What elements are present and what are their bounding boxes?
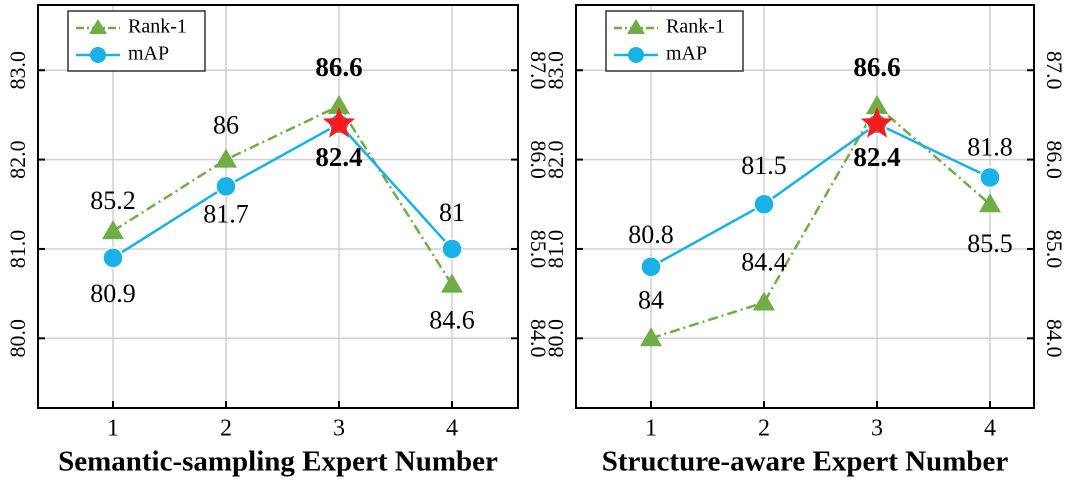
- circle-marker: [753, 193, 775, 216]
- y2-tick-label: 86.0: [526, 140, 551, 179]
- data-label: 86.6: [853, 52, 900, 82]
- series-line: [112, 122, 453, 259]
- y-tick-label: 82.0: [5, 140, 30, 179]
- triangle-marker: [328, 94, 350, 114]
- circle-marker: [102, 247, 124, 269]
- y-tick-label: 83.0: [543, 51, 568, 90]
- plot-frame: [37, 4, 519, 409]
- data-label: 86.6: [315, 52, 362, 82]
- data-label: 81: [439, 198, 465, 227]
- triangle-marker: [866, 94, 888, 114]
- x-tick-label: 2: [220, 416, 232, 442]
- legend-box: [605, 10, 744, 72]
- triangle-marker: [102, 220, 124, 240]
- y2-tick-label: 85.0: [526, 230, 551, 269]
- y-tick-label: 81.0: [543, 230, 568, 269]
- x-tick-label: 3: [871, 416, 883, 442]
- x-tick-label: 4: [446, 416, 458, 442]
- best-star: [322, 106, 356, 138]
- x-axis-label: Semantic-sampling Expert Number: [58, 446, 498, 478]
- best-star: [860, 106, 894, 138]
- data-label: 84: [638, 285, 664, 314]
- legend-label: mAP: [128, 43, 169, 65]
- legend-label: Rank-1: [128, 16, 187, 38]
- y-tick-label: 80.0: [543, 319, 568, 358]
- data-label: 82.4: [315, 142, 362, 172]
- triangle-marker: [979, 193, 1001, 213]
- plot-frame: [575, 4, 1035, 409]
- triangle-marker: [441, 273, 463, 293]
- y2-tick-label: 85.0: [1042, 230, 1067, 269]
- data-label: 82.4: [853, 142, 900, 172]
- series-line: [650, 122, 991, 268]
- triangle-marker: [215, 148, 237, 168]
- data-label: 85.2: [90, 186, 136, 215]
- legend-marker: [90, 47, 106, 63]
- data-label: 85.5: [967, 229, 1013, 258]
- chart-panel: 80.0 81.0 82.0 83.0 84.0 85.0 86.0 87.0 1 2 3 4 Stru…: [543, 4, 1067, 478]
- legend-label: Rank-1: [666, 16, 725, 38]
- series-line: [112, 104, 454, 286]
- legend-marker: [89, 19, 107, 34]
- legend-marker: [627, 19, 645, 34]
- x-tick-label: 2: [758, 416, 770, 442]
- y2-tick-label: 84.0: [1042, 319, 1067, 358]
- y-tick-label: 82.0: [543, 140, 568, 179]
- data-label: 84.6: [429, 306, 475, 335]
- data-label: 81.5: [741, 151, 787, 180]
- circle-marker: [640, 256, 662, 278]
- y-tick-label: 83.0: [5, 51, 30, 90]
- y2-tick-label: 87.0: [526, 51, 551, 90]
- series-line: [650, 104, 991, 340]
- y2-tick-label: 84.0: [526, 319, 551, 358]
- y-tick-label: 80.0: [5, 319, 30, 358]
- circle-marker: [215, 175, 237, 198]
- x-tick-label: 1: [645, 416, 657, 442]
- legend-marker: [628, 47, 644, 63]
- x-axis-label: Structure-aware Expert Number: [602, 446, 1009, 478]
- y-tick-label: 81.0: [5, 230, 30, 269]
- chart-panel: 80.0 81.0 82.0 83.0 84.0 85.0 86.0 87.0 1 2 3 4 Sema…: [5, 4, 551, 478]
- x-tick-label: 4: [984, 416, 996, 442]
- legend-box: [67, 10, 206, 72]
- x-tick-label: 1: [107, 416, 119, 442]
- data-label: 81.8: [967, 132, 1013, 161]
- triangle-marker: [640, 327, 662, 347]
- circle-marker: [979, 166, 1001, 189]
- y2-tick-label: 86.0: [1042, 140, 1067, 179]
- legend-label: mAP: [666, 43, 707, 65]
- data-label: 80.9: [90, 279, 136, 308]
- data-label: 80.8: [628, 220, 674, 249]
- triangle-marker: [753, 291, 775, 311]
- data-label: 81.7: [203, 199, 249, 228]
- data-label: 86: [213, 111, 239, 140]
- data-label: 84.4: [741, 248, 787, 277]
- y2-tick-label: 87.0: [1042, 51, 1067, 90]
- x-tick-label: 3: [333, 416, 345, 442]
- circle-marker: [441, 238, 463, 260]
